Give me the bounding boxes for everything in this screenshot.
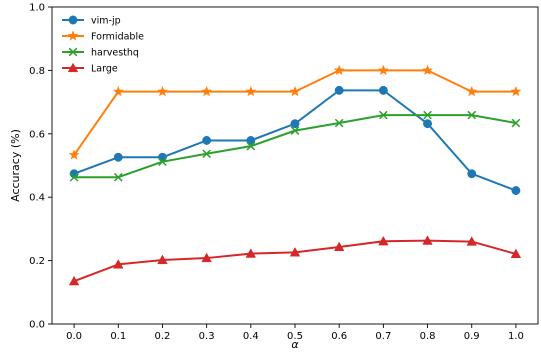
y-tick-label: 0.4 bbox=[29, 193, 45, 204]
data-point-formidable bbox=[245, 85, 257, 97]
series-group bbox=[68, 64, 522, 286]
series-vim-jp bbox=[69, 85, 521, 195]
data-point-large bbox=[68, 275, 80, 286]
data-point-formidable bbox=[201, 85, 213, 97]
data-point-large bbox=[245, 248, 257, 258]
y-tick-label: 0.2 bbox=[29, 256, 45, 267]
x-tick-label: 0.4 bbox=[243, 331, 259, 342]
x-tick-label: 0.8 bbox=[420, 331, 436, 342]
legend-label: vim-jp bbox=[91, 16, 121, 27]
data-point-harvesthq bbox=[423, 110, 432, 120]
x-tick-label: 0.2 bbox=[155, 331, 171, 342]
data-point-large bbox=[422, 235, 433, 245]
data-point-formidable bbox=[422, 64, 434, 76]
legend-item-harvesthq: harvesthq bbox=[62, 48, 139, 59]
x-tick-label: 0.9 bbox=[464, 331, 480, 342]
x-tick-label: 0.7 bbox=[375, 331, 391, 342]
legend-label: harvesthq bbox=[91, 48, 139, 59]
x-tick-label: 1.0 bbox=[508, 331, 524, 342]
y-axis-label: Accuracy (%) bbox=[9, 129, 22, 202]
legend-swatch-marker bbox=[67, 30, 79, 41]
legend-label: Formidable bbox=[91, 32, 144, 43]
y-tick-label: 0.0 bbox=[29, 320, 45, 331]
data-point-vim-jp bbox=[290, 119, 300, 129]
legend-swatch-marker bbox=[68, 15, 78, 25]
x-tick-label: 0.5 bbox=[287, 331, 303, 342]
legend-label: Large bbox=[91, 64, 118, 75]
data-point-formidable bbox=[466, 85, 478, 97]
data-point-large bbox=[333, 241, 345, 252]
legend-swatch-marker bbox=[68, 47, 78, 57]
y-tick-label: 0.6 bbox=[29, 129, 45, 140]
x-tick-label: 0.0 bbox=[66, 331, 82, 342]
x-axis-label: α bbox=[291, 338, 299, 351]
data-point-large bbox=[466, 236, 477, 246]
data-point-formidable bbox=[68, 149, 80, 160]
data-point-harvesthq bbox=[290, 126, 300, 135]
y-tick-label: 1.0 bbox=[29, 3, 45, 14]
data-point-harvesthq bbox=[511, 118, 521, 128]
y-tick-label: 0.8 bbox=[29, 66, 45, 77]
data-point-harvesthq bbox=[334, 118, 344, 128]
data-point-formidable bbox=[510, 85, 522, 97]
data-point-vim-jp bbox=[202, 136, 212, 145]
data-point-vim-jp bbox=[378, 85, 388, 95]
x-tick-label: 0.6 bbox=[331, 331, 347, 342]
data-point-formidable bbox=[289, 85, 301, 97]
data-point-formidable bbox=[333, 64, 345, 76]
legend-swatch-marker bbox=[67, 62, 79, 73]
data-point-vim-jp bbox=[334, 85, 344, 95]
data-point-harvesthq bbox=[467, 110, 477, 120]
data-point-formidable bbox=[112, 85, 124, 97]
data-point-large bbox=[289, 247, 301, 257]
data-point-formidable bbox=[156, 85, 168, 97]
data-point-large bbox=[378, 235, 389, 246]
axes: 0.0 0.1 0.2 0.3 0.4 0.5 0.6 0.7 0.8 0.9 1.0 0.0 0.2 0… bbox=[29, 3, 539, 342]
x-tick-label: 0.3 bbox=[199, 331, 215, 342]
data-point-harvesthq bbox=[202, 149, 211, 159]
data-point-harvesthq bbox=[113, 172, 123, 182]
data-point-vim-jp bbox=[113, 152, 123, 162]
x-tick-label: 0.1 bbox=[110, 331, 126, 342]
data-point-large bbox=[201, 252, 212, 263]
data-point-large bbox=[113, 259, 124, 269]
data-point-vim-jp bbox=[423, 119, 432, 129]
data-point-harvesthq bbox=[158, 157, 167, 167]
series-harvesthq bbox=[69, 110, 521, 182]
data-point-vim-jp bbox=[511, 186, 521, 195]
data-point-formidable bbox=[377, 64, 389, 76]
legend: vim-jp Formidable harvesthq Large bbox=[62, 16, 144, 75]
data-point-vim-jp bbox=[246, 136, 256, 145]
series-large bbox=[68, 235, 522, 286]
data-point-harvesthq bbox=[379, 110, 388, 120]
data-point-harvesthq bbox=[69, 172, 79, 182]
series-formidable bbox=[68, 64, 522, 160]
data-point-large bbox=[157, 254, 168, 265]
legend-item-formidable: Formidable bbox=[62, 30, 144, 43]
legend-item-large: Large bbox=[62, 62, 118, 75]
data-point-large bbox=[510, 248, 522, 259]
data-point-vim-jp bbox=[467, 169, 477, 179]
legend-item-vim-jp: vim-jp bbox=[62, 16, 121, 27]
data-point-harvesthq bbox=[246, 141, 256, 151]
